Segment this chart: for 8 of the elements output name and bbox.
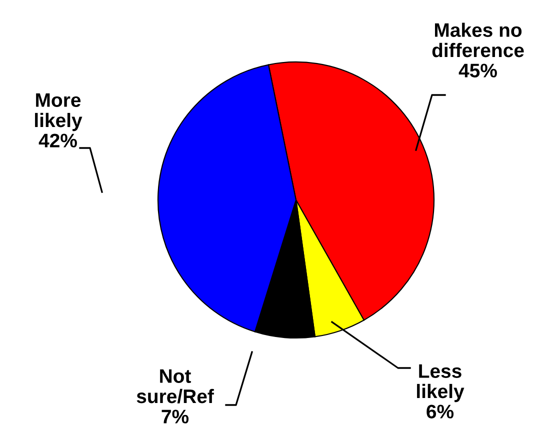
slice-label: More likely: [35, 93, 82, 132]
data-label: 42%: [38, 134, 77, 148]
slice-label: Not sure/Ref: [136, 369, 214, 404]
slice-label: Less likely: [417, 364, 464, 402]
data-label: 7%: [162, 410, 189, 424]
slice-label: Makes no difference: [432, 22, 524, 58]
data-label: 6%: [426, 404, 454, 418]
data-label: 45%: [458, 64, 497, 78]
